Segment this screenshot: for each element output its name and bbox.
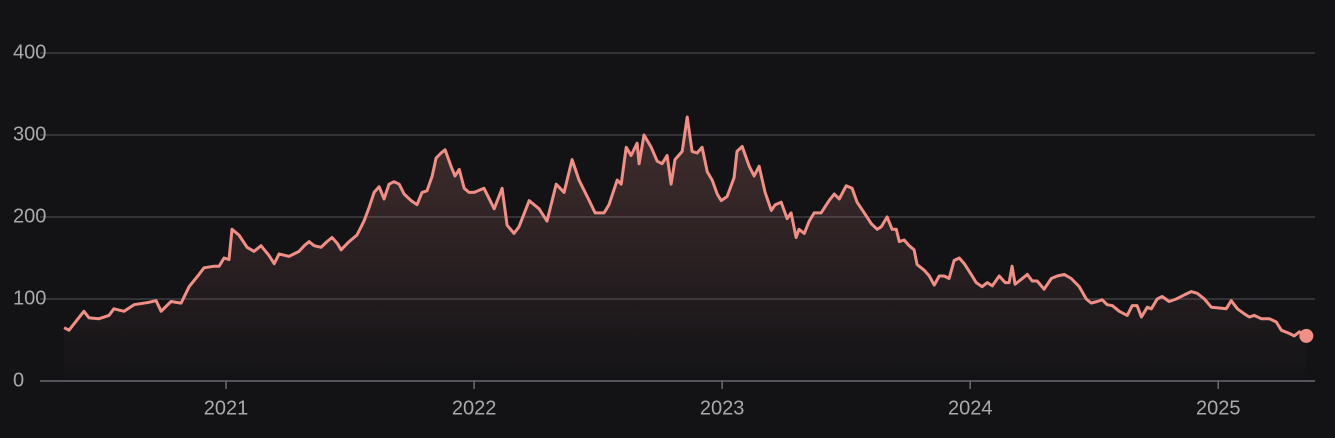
last-point: [1299, 328, 1314, 343]
y-tick-label: 200: [13, 205, 46, 227]
x-tick-label: 2025: [1196, 397, 1241, 419]
x-tick-label: 2023: [700, 397, 745, 419]
area: [64, 117, 1307, 381]
y-tick-label: 100: [13, 287, 46, 309]
line: [63, 115, 1308, 338]
y-tick-label: 300: [13, 123, 46, 145]
x-tick-label: 2021: [204, 397, 249, 419]
y-tick-label: 0: [13, 369, 24, 391]
x-tick-label: 2024: [948, 397, 993, 419]
x-tick-label: 2022: [452, 397, 497, 419]
y-tick-label: 400: [13, 41, 46, 63]
